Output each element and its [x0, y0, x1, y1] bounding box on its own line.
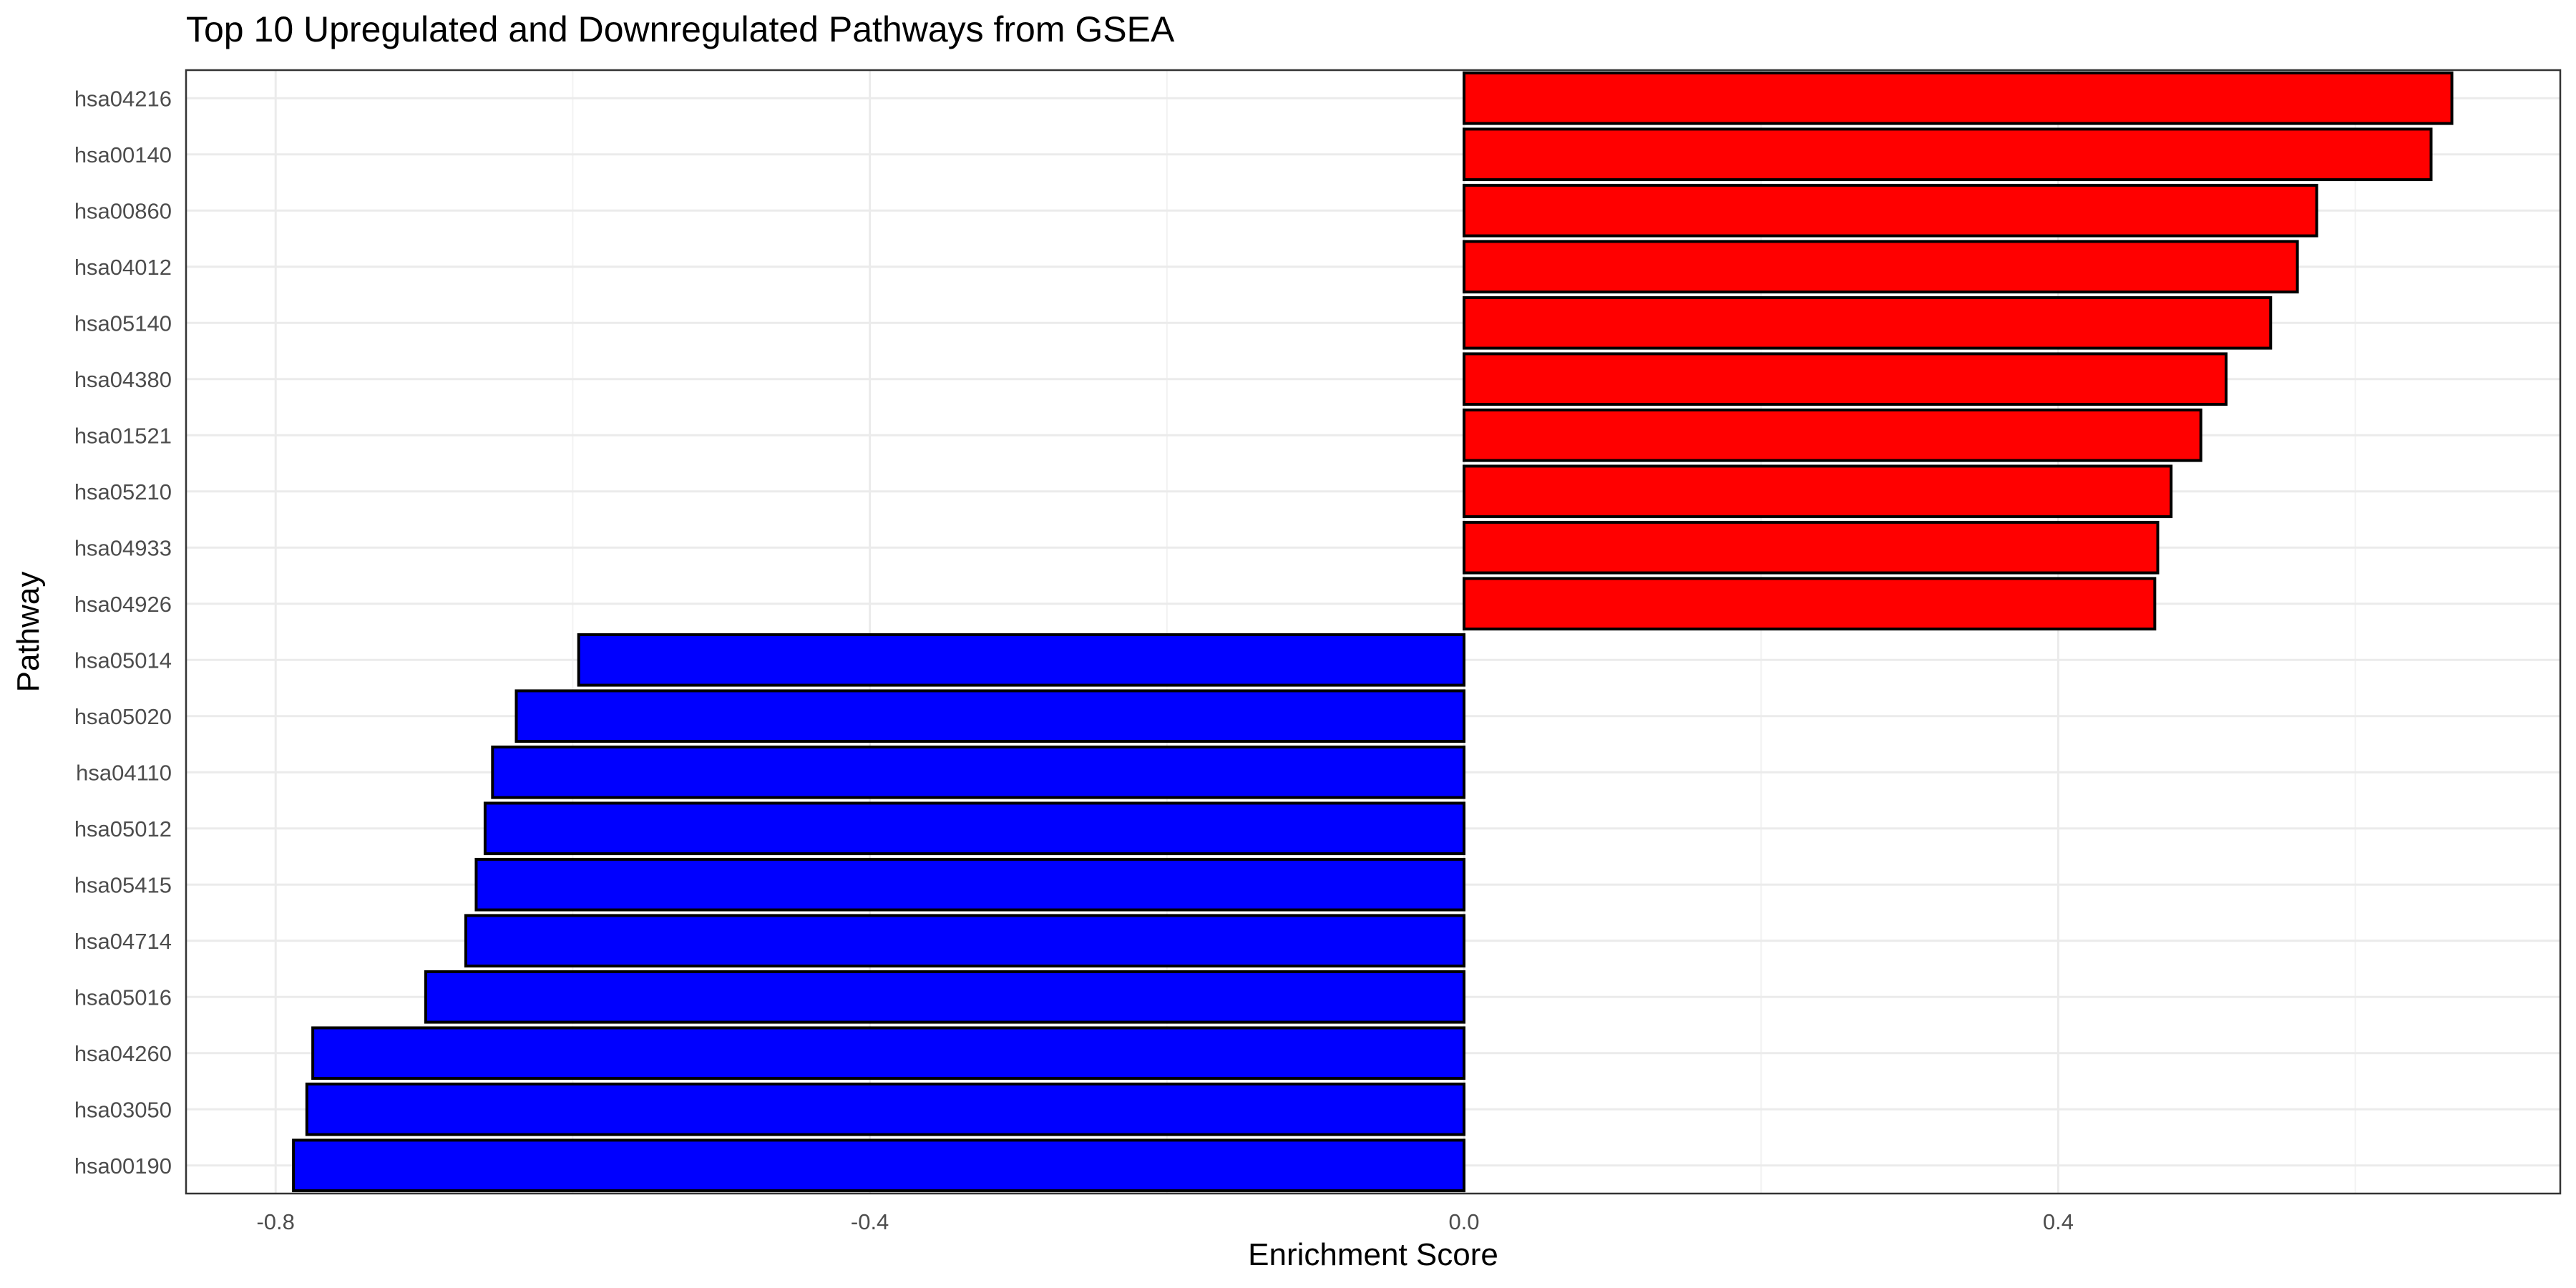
y-tick-label: hsa04714 — [74, 929, 172, 954]
plot-panel-border — [185, 69, 2562, 1195]
bar-hsa04110 — [491, 745, 1465, 799]
bar-hsa05020 — [514, 689, 1466, 743]
bar-hsa00860 — [1463, 183, 2318, 238]
y-tick-label: hsa05012 — [74, 816, 172, 841]
y-tick-label: hsa01521 — [74, 423, 172, 448]
y-tick-label: hsa00140 — [74, 142, 172, 167]
bar-hsa04380 — [1463, 352, 2228, 406]
bar-hsa05140 — [1463, 296, 2273, 350]
bar-hsa05016 — [424, 970, 1465, 1024]
bar-hsa04216 — [1463, 71, 2454, 125]
bar-hsa05012 — [483, 801, 1465, 856]
x-axis-title: Enrichment Score — [1248, 1237, 1498, 1272]
bar-hsa00140 — [1463, 127, 2433, 182]
x-tick-labels: -0.8 -0.4 0.0 0.4 — [256, 1209, 2073, 1234]
y-tick-label: hsa04216 — [74, 86, 172, 111]
y-tick-label: hsa04380 — [74, 367, 172, 392]
y-tick-label: hsa00190 — [74, 1153, 172, 1179]
y-tick-label: hsa05140 — [74, 311, 172, 336]
y-tick-label: hsa03050 — [74, 1097, 172, 1122]
y-tick-label: hsa04260 — [74, 1041, 172, 1066]
chart-title: Top 10 Upregulated and Downregulated Pat… — [186, 9, 1175, 49]
bar-hsa04933 — [1463, 520, 2160, 575]
bar-hsa03050 — [305, 1082, 1465, 1136]
y-tick-label: hsa05020 — [74, 704, 172, 729]
y-tick-label: hsa04110 — [76, 760, 172, 785]
x-tick-label: -0.8 — [256, 1209, 294, 1234]
y-tick-label: hsa04933 — [74, 535, 172, 560]
y-tick-label: hsa05210 — [74, 479, 172, 504]
bar-hsa05014 — [577, 633, 1465, 687]
y-tick-label: hsa05014 — [74, 648, 172, 673]
y-tick-label: hsa05415 — [74, 872, 172, 897]
y-tick-label: hsa04926 — [74, 592, 172, 617]
x-tick-label: 0.4 — [2043, 1209, 2074, 1234]
y-tick-label: hsa00860 — [74, 198, 172, 223]
bar-hsa05415 — [474, 857, 1466, 912]
y-axis-title: Pathway — [11, 572, 46, 693]
y-tick-label: hsa04012 — [74, 255, 172, 280]
bar-hsa05210 — [1463, 464, 2173, 519]
bar-hsa04012 — [1463, 240, 2299, 294]
bar-hsa04926 — [1463, 577, 2157, 631]
bar-layer — [292, 71, 2454, 1193]
x-tick-label: -0.4 — [851, 1209, 889, 1234]
y-tick-labels: hsa04216 hsa00140 hsa00860 hsa04012 hsa05140… — [74, 86, 172, 1179]
x-tick-label: 0.0 — [1448, 1209, 1479, 1234]
bar-hsa04260 — [311, 1026, 1466, 1080]
y-tick-label: hsa05016 — [74, 985, 172, 1010]
bar-hsa01521 — [1463, 408, 2202, 462]
bar-hsa00190 — [292, 1138, 1465, 1193]
bar-hsa04714 — [464, 914, 1465, 968]
grid-layer — [186, 70, 2560, 1194]
